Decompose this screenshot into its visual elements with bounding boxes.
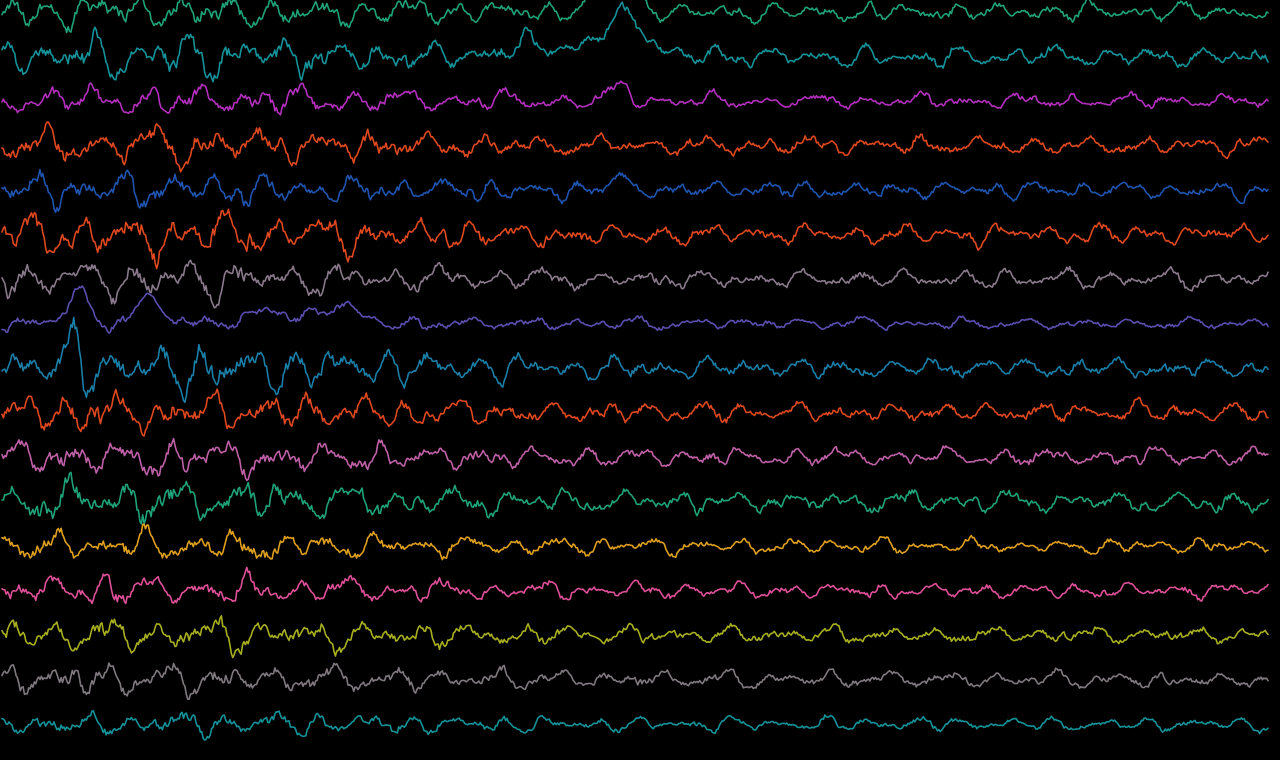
eeg-channel-trace bbox=[1, 710, 1269, 741]
eeg-channel-trace bbox=[1, 259, 1269, 309]
eeg-channel-trace bbox=[1, 615, 1269, 659]
trace-group bbox=[1, 0, 1269, 741]
eeg-channel-trace bbox=[1, 437, 1269, 482]
eeg-channel-trace bbox=[1, 523, 1269, 561]
eeg-channel-trace bbox=[1, 80, 1269, 116]
eeg-channel-trace bbox=[1, 208, 1269, 270]
eeg-channel-trace bbox=[1, 168, 1269, 214]
eeg-channel-trace bbox=[1, 316, 1269, 404]
eeg-channel-trace bbox=[1, 388, 1269, 437]
eeg-channel-trace bbox=[1, 662, 1269, 701]
eeg-channel-trace bbox=[1, 1, 1269, 83]
eeg-channel-trace bbox=[1, 0, 1269, 34]
eeg-channel-trace bbox=[1, 566, 1269, 605]
eeg-channel-trace bbox=[1, 471, 1269, 525]
eeg-channel-trace bbox=[1, 121, 1269, 173]
eeg-channel-trace bbox=[1, 285, 1269, 334]
